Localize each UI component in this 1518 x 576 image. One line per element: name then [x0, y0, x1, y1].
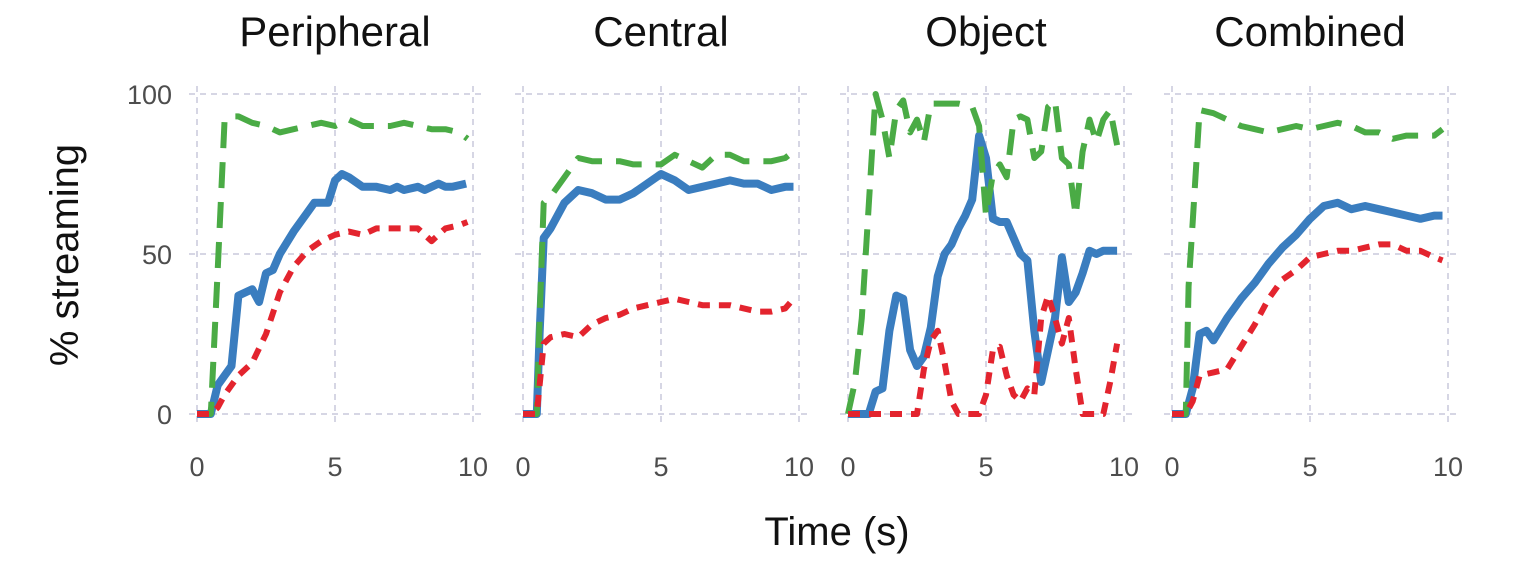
- x-tick-label: 5: [978, 452, 993, 482]
- x-tick-label: 0: [515, 452, 530, 482]
- series-line-dashed: [523, 149, 796, 417]
- x-tick-label: 10: [1433, 452, 1463, 482]
- y-tick-label: 0: [157, 400, 172, 430]
- panel-title: Combined: [1214, 8, 1405, 55]
- x-tick-label: 5: [327, 452, 342, 482]
- x-tick-label: 0: [840, 452, 855, 482]
- x-tick-label: 0: [1164, 452, 1179, 482]
- x-tick-label: 0: [189, 452, 204, 482]
- x-tick-label: 10: [784, 452, 814, 482]
- panel-combined: Combined 0 5 10: [1164, 8, 1463, 482]
- series-line-dotted: [848, 292, 1121, 417]
- x-tick-label: 10: [1109, 452, 1139, 482]
- x-tick-label: 10: [458, 452, 488, 482]
- series-line-solid: [523, 170, 794, 418]
- series-line-dashed: [197, 113, 470, 417]
- series-line-solid: [1172, 198, 1443, 418]
- panel-object: Object 0 5 10: [840, 8, 1139, 482]
- panel-title: Central: [593, 8, 728, 55]
- series-line-solid: [197, 170, 468, 418]
- y-tick-label: 100: [127, 80, 172, 110]
- panel-title: Object: [925, 8, 1047, 55]
- x-tick-label: 5: [653, 452, 668, 482]
- panel-title: Peripheral: [239, 8, 430, 55]
- y-axis-title: % streaming: [43, 144, 87, 366]
- series-line-dashed: [1172, 107, 1445, 417]
- series-line-dotted: [197, 219, 469, 417]
- x-axis-title: Time (s): [764, 510, 909, 554]
- x-tick-label: 5: [1302, 452, 1317, 482]
- panel-central: Central 0 5 10: [515, 8, 814, 482]
- y-tick-label: 50: [142, 240, 172, 270]
- series-line-dotted: [523, 295, 796, 417]
- series-line-dotted: [1172, 241, 1444, 417]
